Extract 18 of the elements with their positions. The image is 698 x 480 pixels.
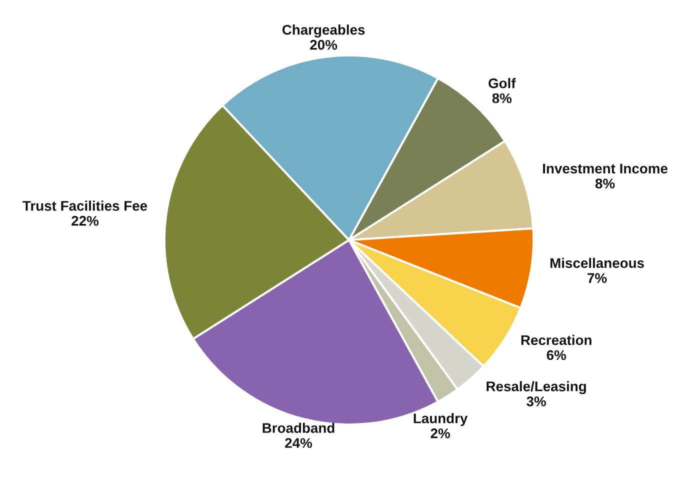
slice-label: Miscellaneous — [550, 258, 644, 268]
data-label: 7% — [588, 273, 607, 283]
slice-label: Recreation — [521, 334, 592, 346]
data-label: 22% — [72, 216, 99, 226]
data-label: 6% — [546, 350, 566, 360]
slice-label: Chargeables — [282, 24, 365, 38]
slice-label: Investment Income — [543, 164, 668, 174]
slice-label: Broadband — [262, 422, 334, 433]
data-label: 8% — [595, 178, 615, 188]
slice-label: Trust Facilities Fee — [22, 200, 148, 211]
data-label: 20% — [310, 40, 338, 50]
data-label: 8% — [492, 93, 512, 104]
data-label: 24% — [285, 438, 312, 448]
slice-label: Golf — [488, 78, 516, 88]
data-label: 2% — [430, 428, 450, 438]
data-label: 3% — [526, 396, 546, 406]
slice-label: Laundry — [414, 413, 468, 426]
slice-label: Resale/Leasing — [486, 381, 586, 394]
